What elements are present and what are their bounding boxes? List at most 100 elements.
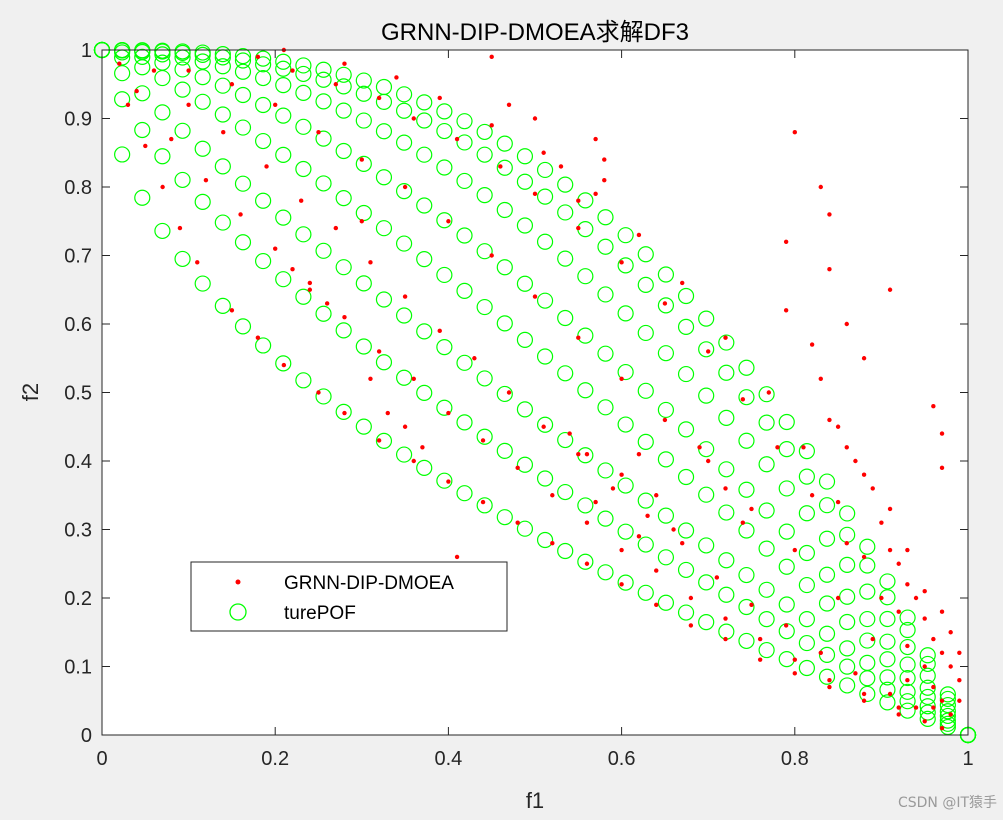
grnn-dip-dmoea-point xyxy=(853,458,858,464)
turepof-marker xyxy=(375,169,393,186)
turepof-marker xyxy=(637,433,654,450)
turepof-marker xyxy=(436,339,453,356)
turepof-marker xyxy=(818,646,836,663)
turepof-marker xyxy=(194,193,211,210)
turepof-marker xyxy=(516,173,534,190)
y-tick-label: 0.3 xyxy=(64,520,92,542)
grnn-dip-dmoea-point xyxy=(169,136,174,142)
grnn-dip-dmoea-point xyxy=(939,698,945,703)
turepof-marker xyxy=(818,625,836,642)
turepof-marker xyxy=(355,275,372,292)
grnn-dip-dmoea-point xyxy=(879,520,884,525)
grnn-dip-dmoea-point xyxy=(931,705,936,710)
legend-dot-marker xyxy=(235,579,241,585)
turepof-marker xyxy=(939,703,956,720)
grnn-dip-dmoea-point xyxy=(792,130,797,135)
turepof-marker xyxy=(879,681,896,698)
turepof-marker xyxy=(154,42,171,59)
turepof-marker xyxy=(859,654,876,671)
turepof-marker xyxy=(939,690,956,708)
grnn-dip-dmoea-point xyxy=(238,212,243,217)
grnn-dip-dmoea-point xyxy=(792,671,797,676)
grnn-dip-dmoea-point xyxy=(264,164,269,169)
grnn-dip-dmoea-point xyxy=(913,705,919,710)
turepof-marker xyxy=(718,461,735,478)
grnn-dip-dmoea-point xyxy=(558,164,564,169)
grnn-dip-dmoea-point xyxy=(160,184,165,190)
grnn-dip-dmoea-point xyxy=(887,547,893,553)
y-tick-label: 0.2 xyxy=(64,588,92,610)
turepof-marker xyxy=(335,66,352,83)
turepof-marker xyxy=(436,212,453,229)
turepof-marker xyxy=(395,307,413,324)
turepof-marker xyxy=(476,123,493,141)
turepof-marker xyxy=(536,188,554,205)
turepof-marker xyxy=(557,483,574,501)
grnn-dip-dmoea-point xyxy=(506,390,512,395)
turepof-marker xyxy=(557,542,574,560)
turepof-marker xyxy=(818,473,836,490)
grnn-dip-dmoea-point xyxy=(957,650,962,655)
turepof-marker xyxy=(778,558,795,575)
grnn-dip-dmoea-point xyxy=(688,595,694,601)
grnn-dip-dmoea-point xyxy=(931,636,936,642)
turepof-marker xyxy=(134,189,151,206)
turepof-marker xyxy=(778,413,795,431)
turepof-marker xyxy=(536,233,554,250)
grnn-dip-dmoea-point xyxy=(532,191,538,197)
legend-box xyxy=(190,561,508,632)
grnn-dip-dmoea-point xyxy=(602,177,607,183)
grnn-dip-dmoea-point xyxy=(454,554,460,560)
grnn-dip-dmoea-point xyxy=(905,643,910,649)
turepof-marker xyxy=(275,53,292,70)
grnn-dip-dmoea-point xyxy=(273,102,278,108)
grnn-dip-dmoea-point xyxy=(896,712,901,717)
grnn-dip-dmoea-point xyxy=(827,684,832,690)
turepof-marker xyxy=(355,338,372,355)
grnn-dip-dmoea-point xyxy=(775,445,780,450)
turepof-marker xyxy=(456,134,473,151)
grnn-dip-dmoea-point xyxy=(861,472,867,477)
turepof-marker xyxy=(295,65,312,83)
turepof-marker xyxy=(496,315,513,332)
turepof-marker xyxy=(476,298,493,316)
turepof-marker xyxy=(718,504,735,521)
turepof-marker xyxy=(839,613,856,631)
grnn-dip-dmoea-point xyxy=(498,164,503,169)
grnn-dip-dmoea-point xyxy=(316,390,321,395)
turepof-marker xyxy=(234,119,252,136)
turepof-marker xyxy=(839,556,856,573)
grnn-dip-dmoea-point xyxy=(809,493,815,498)
turepof-marker xyxy=(536,161,554,179)
turepof-marker xyxy=(879,610,896,628)
grnn-dip-dmoea-point xyxy=(757,657,763,662)
grnn-dip-dmoea-point xyxy=(376,95,382,101)
turepof-marker xyxy=(315,71,332,88)
turepof-marker xyxy=(395,369,413,386)
turepof-marker xyxy=(375,432,393,449)
grnn-dip-dmoea-point xyxy=(593,136,598,142)
turepof-marker xyxy=(275,355,292,372)
turepof-marker xyxy=(134,48,151,65)
x-tick-label: 0.2 xyxy=(261,748,289,770)
grnn-dip-dmoea-point xyxy=(584,561,590,566)
grnn-dip-dmoea-point xyxy=(957,698,962,703)
grnn-dip-dmoea-point xyxy=(654,493,659,498)
turepof-marker xyxy=(718,334,735,351)
turepof-marker xyxy=(738,566,755,584)
turepof-marker xyxy=(738,359,755,376)
turepof-marker xyxy=(255,192,272,209)
grnn-dip-dmoea-point xyxy=(749,506,754,512)
turepof-marker xyxy=(859,583,876,600)
turepof-marker xyxy=(657,345,675,362)
turepof-marker xyxy=(114,146,131,163)
turepof-marker xyxy=(637,584,654,601)
grnn-dip-dmoea-point xyxy=(437,328,442,334)
turepof-marker xyxy=(677,604,695,621)
turepof-marker xyxy=(617,227,634,244)
turepof-marker xyxy=(375,220,393,237)
turepof-marker xyxy=(798,634,815,652)
turepof-marker xyxy=(516,401,534,418)
grnn-dip-dmoea-point xyxy=(619,376,624,381)
